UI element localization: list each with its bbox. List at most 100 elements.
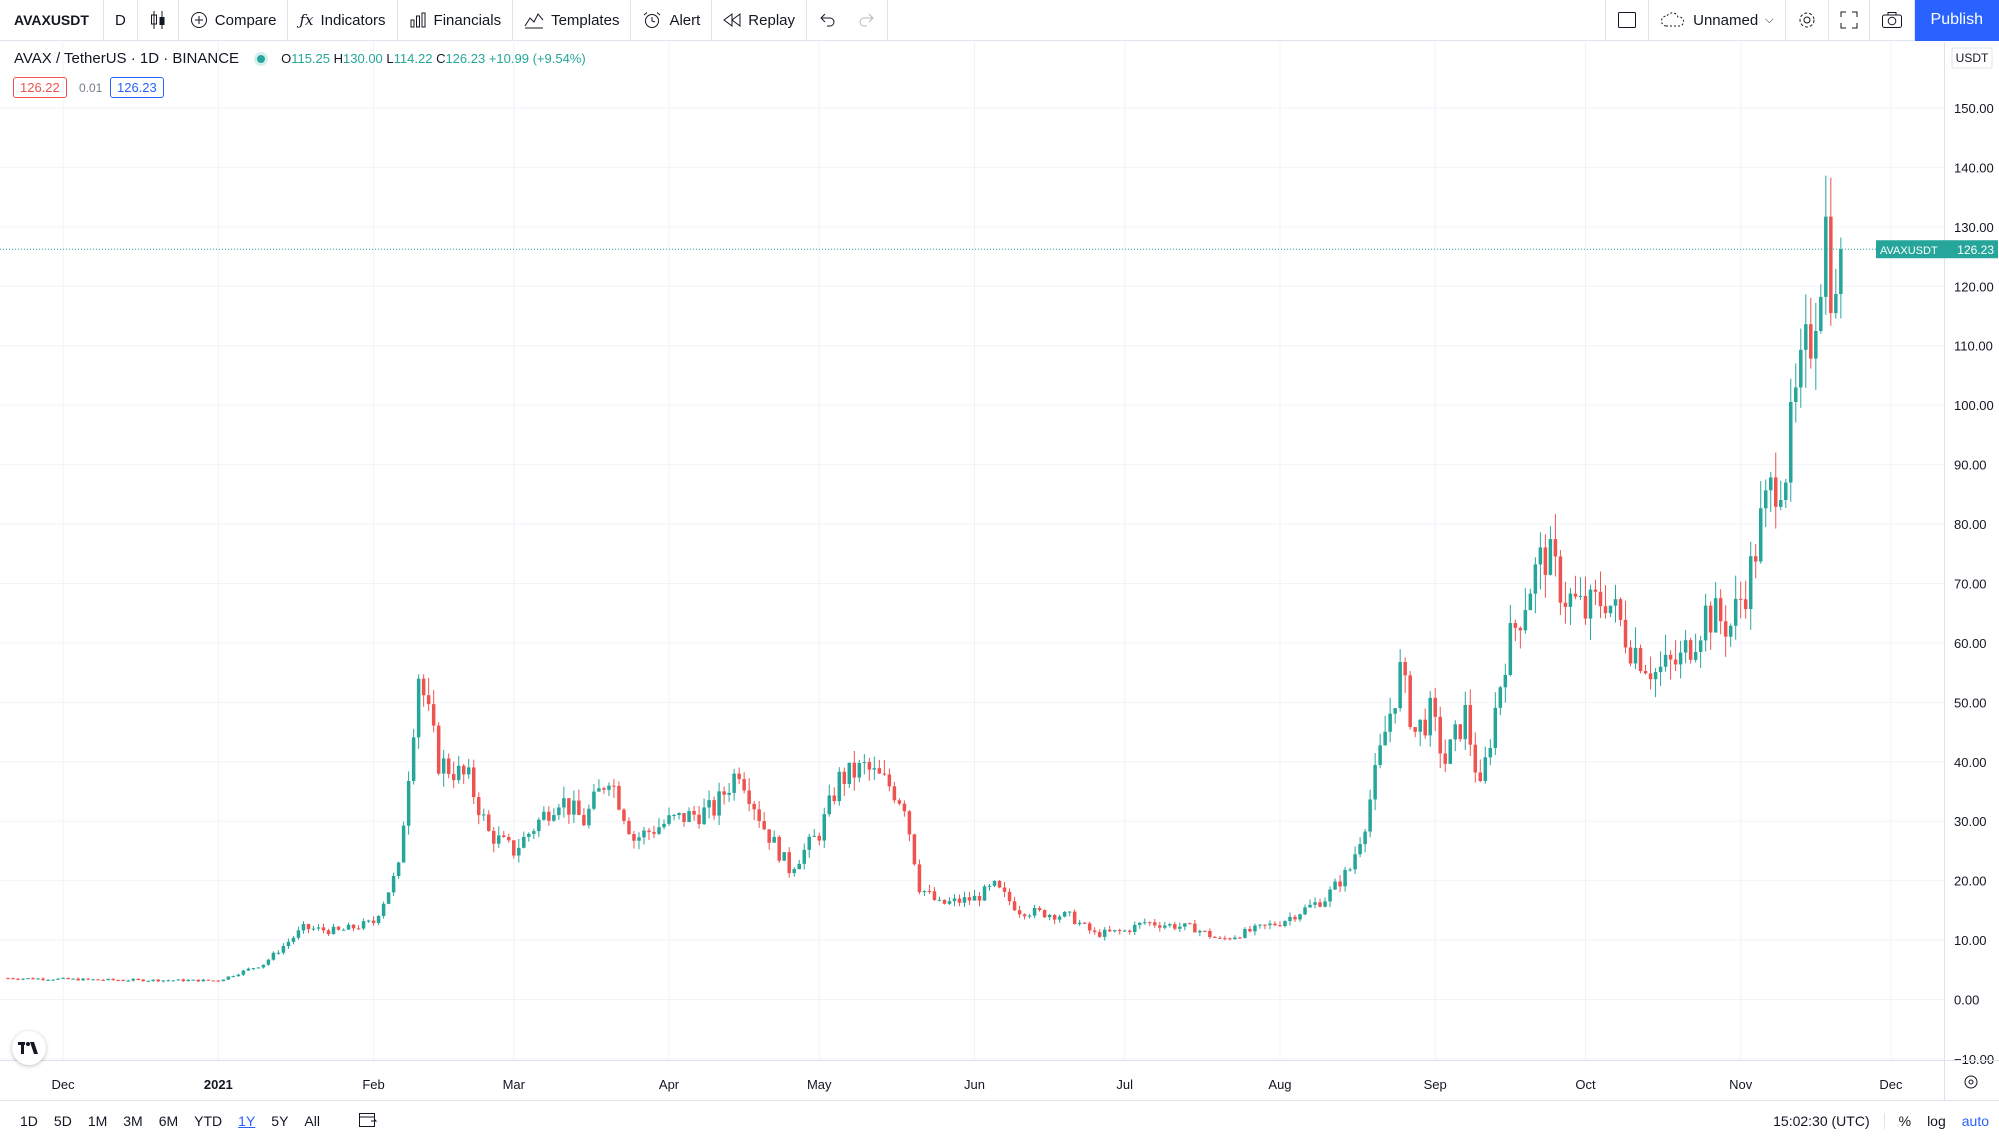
candle-body [927,890,932,892]
undo-button[interactable] [807,0,847,41]
candle-body [21,978,25,980]
fx-icon: ƒx [299,11,314,29]
candle-body [1097,932,1102,937]
bid-price-box[interactable]: 126.22 [13,77,67,98]
candle-body [687,810,691,823]
candle-body [867,762,872,770]
range-button-3m[interactable]: 3M [123,1113,143,1129]
candle-body [622,809,626,821]
indicators-button[interactable]: ƒx Indicators [288,0,398,41]
price-chart[interactable]: −10.00 0.00 10.00 20.00 30.00 40.00 50.00 60.00… [0,0,1999,1100]
candle-body [131,978,135,981]
candle-body [1728,625,1733,637]
candle-body [1708,605,1713,633]
compare-button[interactable]: Compare [179,0,289,41]
replay-label: Replay [748,11,795,29]
financials-button[interactable]: Financials [398,0,514,41]
candle-body [1398,662,1402,709]
range-button-6m[interactable]: 6M [158,1113,179,1129]
candle-body [446,758,451,774]
candle-body [1784,482,1788,500]
settings-button[interactable] [1786,0,1829,41]
candle-body [301,924,306,931]
goto-date-button[interactable] [358,1111,378,1132]
candle-body [1458,724,1463,740]
x-tick-label: 2021 [204,1077,233,1092]
candle-body [1448,739,1452,764]
expand-icon [1840,11,1858,29]
percent-toggle[interactable]: % [1898,1113,1912,1129]
symbol-search-button[interactable]: AVAXUSDT [0,0,104,41]
last-price-symbol-label: AVAXUSDT [1880,245,1938,257]
candle-body [1022,914,1027,917]
y-tick-label: 30.00 [1954,814,1987,829]
fullscreen-layout-button[interactable] [1605,0,1650,41]
candle-body [71,978,75,980]
auto-scale-toggle[interactable]: auto [1961,1113,1989,1129]
publish-button[interactable]: Publish [1914,0,1999,41]
candle-body [381,903,386,916]
candle-body [331,926,336,935]
candle-body [171,980,176,982]
candle-body [1513,623,1518,628]
ask-price-box[interactable]: 126.23 [110,77,164,98]
chart-type-button[interactable] [138,0,179,41]
candle-body [1378,745,1382,766]
range-button-ytd[interactable]: YTD [194,1113,223,1129]
clock[interactable]: 15:02:30 (UTC) [1759,1113,1885,1129]
candle-body [321,927,326,931]
candle-body [497,835,501,844]
candle-body [1218,937,1222,939]
candle-body [767,829,771,843]
candle-body [1543,547,1548,575]
candle-body [141,979,145,982]
range-button-1d[interactable]: 1D [20,1113,38,1129]
candle-body [1718,598,1723,622]
templates-button[interactable]: Templates [513,0,632,41]
candle-body [1418,719,1422,732]
candle-body [772,836,776,843]
interval-label: D [114,11,126,29]
candle-body [1508,623,1513,676]
candle-body [512,840,516,856]
tradingview-logo[interactable] [12,1031,46,1065]
fullscreen-button[interactable] [1829,0,1870,41]
axis-settings-gear-icon[interactable] [1964,1075,1978,1089]
candle-body [592,791,596,809]
y-tick-label: 10.00 [1954,933,1987,948]
candle-body [346,924,351,930]
candle-body [717,791,721,816]
range-button-1y[interactable]: 1Y [238,1113,256,1129]
replay-button[interactable]: Replay [712,0,807,41]
range-button-1m[interactable]: 1M [87,1113,108,1129]
candle-body [1388,713,1392,732]
x-tick-label: Dec [52,1077,76,1092]
candle-body [517,847,521,856]
currency-box[interactable] [1951,47,1993,69]
candle-body [737,773,741,780]
candle-body [507,837,511,841]
candle-body [627,820,631,835]
candle-body [1248,928,1252,932]
candle-body [1112,930,1117,932]
candle-body [612,785,616,787]
alert-button[interactable]: Alert [631,0,713,41]
candle-body [216,980,221,982]
interval-button[interactable]: D [104,0,138,41]
candle-body [1198,930,1202,933]
layout-name-button[interactable]: Unnamed ⌵ [1649,0,1786,41]
y-tick-label: 40.00 [1954,755,1987,770]
log-toggle[interactable]: log [1927,1113,1946,1129]
snapshot-button[interactable] [1870,0,1915,41]
candle-body [456,765,461,781]
candle-body [932,891,937,900]
candle-body [1107,929,1112,932]
range-button-5y[interactable]: 5Y [271,1113,289,1129]
candle-body [1383,731,1387,746]
range-button-5d[interactable]: 5D [53,1113,72,1129]
candle-body [1062,911,1067,917]
candle-body [1368,799,1372,832]
candle-body [567,798,571,815]
range-button-all[interactable]: All [304,1113,320,1129]
redo-button[interactable] [847,0,888,41]
